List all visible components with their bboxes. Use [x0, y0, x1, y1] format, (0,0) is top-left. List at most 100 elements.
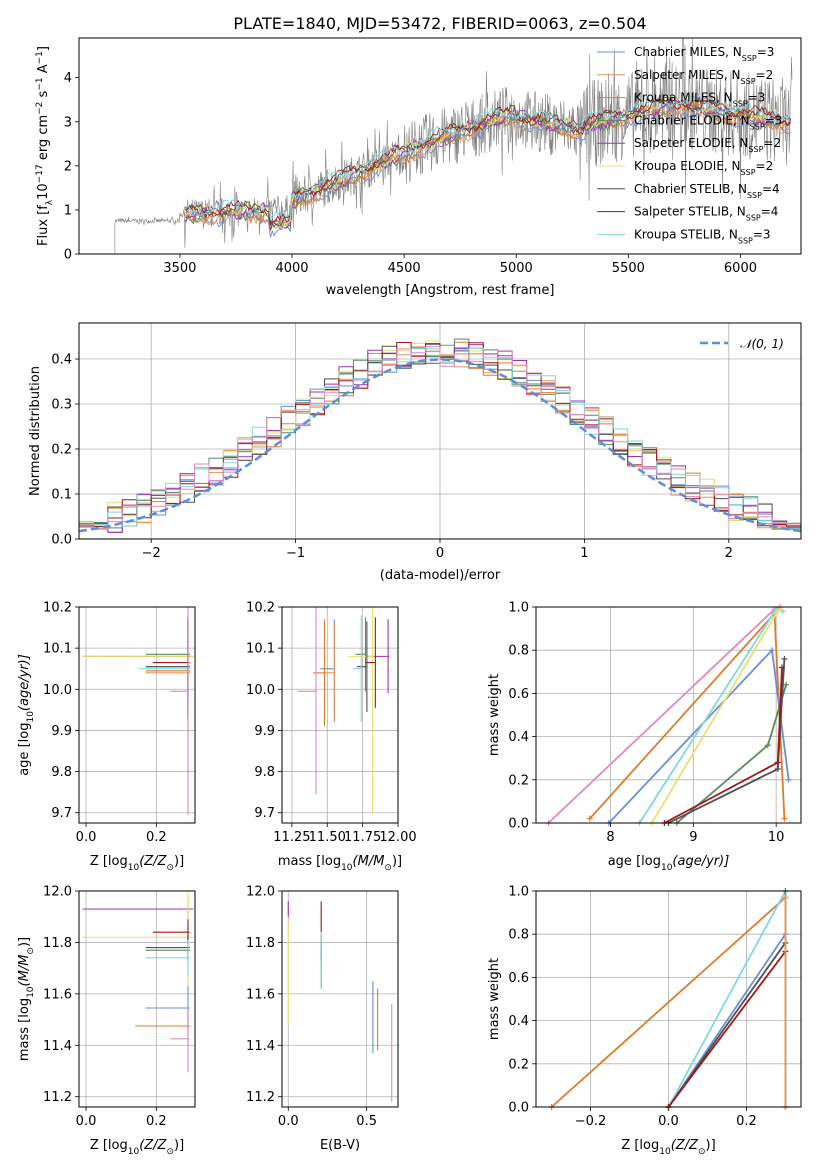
y-tick-label: 4 — [64, 71, 72, 86]
y-tick-label: 9.7 — [254, 806, 275, 821]
x-tick-label: 9 — [689, 830, 697, 845]
axes-frame — [535, 890, 802, 1108]
y-tick-label: 10.1 — [43, 642, 72, 657]
y-tick-label: 12.0 — [246, 885, 275, 900]
weight-vs-age-panel: 8 9 10 0.0 0.2 0.4 0.6 0.8 1.0 age [log10(age/yr)… — [487, 601, 802, 873]
y-tick-label: 0.4 — [508, 1014, 529, 1029]
y-tick-label: 9.9 — [254, 724, 275, 739]
weight-line — [667, 950, 787, 1108]
y-tick-label: 11.4 — [43, 1039, 72, 1054]
y-tick-label: 0.6 — [508, 687, 529, 702]
y-tick-label: 10.0 — [43, 683, 72, 698]
y-tick-label: 9.8 — [254, 765, 275, 780]
x-tick-label: 0.2 — [146, 1114, 167, 1129]
spectrum-panel: 3500 4000 4500 5000 5500 6000 0 1 2 3 4 Chabrier MI… — [35, 37, 802, 298]
y-tick-label: 0.0 — [51, 533, 72, 548]
weight-line — [547, 606, 781, 824]
y-tick-label: 11.8 — [246, 936, 275, 951]
x-tick-label: 4500 — [388, 261, 421, 276]
y-tick-label: 11.8 — [43, 936, 72, 951]
x-tick-label: 5000 — [500, 261, 533, 276]
weight-marker — [774, 759, 781, 766]
x-tick-label: 10 — [768, 830, 785, 845]
weight-marker — [781, 655, 788, 662]
y-tick-label: 1 — [64, 203, 72, 218]
legend-label: 𝒩(0, 1) — [740, 337, 784, 351]
weight-vs-metallicity-panel: −0.2 0.0 0.2 0.0 0.2 0.4 0.6 0.8 1.0 Z [log10(Z/Z… — [487, 885, 802, 1157]
y-tick-label: 0.0 — [508, 1101, 529, 1116]
legend-label: Salpeter STELIB, NSSP=4 — [634, 205, 778, 223]
x-tick-label: 3500 — [163, 261, 196, 276]
x-tick-label: 5500 — [612, 261, 645, 276]
legend-label: Chabrier MILES, NSSP=3 — [634, 45, 774, 63]
y-tick-label: 0.2 — [51, 443, 72, 458]
x-tick-label: 0.0 — [76, 830, 97, 845]
y-tick-label: 0.4 — [508, 730, 529, 745]
model-spectrum-line — [184, 103, 791, 233]
y-axis-label: Flux [fλ10−17 erg cm−2 s−1 A−1] — [35, 46, 55, 246]
x-tick-label: 0.5 — [356, 1114, 377, 1129]
x-tick-label: 0.0 — [658, 1114, 679, 1129]
y-tick-label: 2 — [64, 159, 72, 174]
model-spectrum-line — [184, 95, 791, 230]
legend-label: Salpeter MILES, NSSP=2 — [634, 68, 773, 86]
weight-line — [667, 890, 787, 1108]
x-tick-label: 4000 — [275, 261, 308, 276]
y-tick-label: 9.8 — [51, 765, 72, 780]
x-axis-label: age [log10(age/yr)] — [608, 854, 730, 873]
y-tick-label: 10.1 — [246, 642, 275, 657]
y-axis-label: mass weight — [487, 674, 502, 756]
x-tick-label: 0.0 — [76, 1114, 97, 1129]
model-spectrum-line — [184, 95, 792, 226]
y-tick-label: 3 — [64, 115, 72, 130]
weight-line — [550, 896, 787, 1108]
y-tick-label: 1.0 — [508, 601, 529, 616]
x-tick-label: 2 — [725, 546, 733, 561]
y-tick-label: 11.6 — [246, 987, 275, 1002]
weight-marker — [778, 664, 785, 671]
residual-histogram — [79, 346, 801, 530]
x-tick-label: 12.00 — [379, 830, 416, 845]
x-tick-label: 8 — [606, 830, 614, 845]
mass-vs-metallicity-panel: 0.0 0.2 11.2 11.4 11.6 11.8 12.0 Z [log10(Z/Z⊙)… — [17, 885, 196, 1157]
weight-marker — [781, 815, 788, 822]
axes-frame — [78, 322, 802, 540]
y-tick-label: 9.9 — [51, 724, 72, 739]
x-tick-label: 11.25 — [273, 830, 310, 845]
y-tick-label: 10.2 — [246, 601, 275, 616]
y-tick-label: 0.6 — [508, 971, 529, 986]
x-axis-label: (data-model)/error — [380, 568, 501, 583]
x-axis-label: mass [log10(M/M⊙)] — [278, 854, 402, 873]
residuals-panel: −2 −1 0 1 2 0.0 0.1 0.2 0.3 0.4 𝒩(0, 1) (data-model… — [28, 322, 802, 583]
x-tick-label: 0.0 — [278, 1114, 299, 1129]
weight-line — [651, 608, 781, 824]
y-axis-label: age [log10(age/yr)] — [17, 654, 36, 776]
y-tick-label: 0.4 — [51, 353, 72, 368]
legend-label: Salpeter ELODIE, NSSP=2 — [634, 136, 781, 154]
weight-marker — [785, 776, 792, 783]
y-axis-label: mass weight — [487, 958, 502, 1040]
x-axis-label: E(B-V) — [320, 1138, 360, 1153]
weight-marker — [764, 742, 771, 749]
x-tick-label: 1 — [580, 546, 588, 561]
y-tick-label: 11.4 — [246, 1039, 275, 1054]
x-tick-label: 11.50 — [309, 830, 346, 845]
weight-marker — [782, 894, 789, 901]
y-tick-label: 0.1 — [51, 488, 72, 503]
axes-frame — [281, 606, 399, 824]
x-tick-label: −0.2 — [575, 1114, 607, 1129]
y-tick-label: 11.6 — [43, 987, 72, 1002]
age-vs-metallicity-panel: 0.0 0.2 9.7 9.8 9.9 10.0 10.1 10.2 Z [log10(Z/Z⊙… — [17, 601, 196, 873]
x-axis-label: Z [log10(Z/Z⊙)] — [90, 854, 184, 873]
y-tick-label: 0.2 — [508, 1057, 529, 1072]
weight-marker — [773, 610, 780, 617]
x-axis-label: Z [log10(Z/Z⊙)] — [621, 1138, 715, 1157]
mass-vs-ebv-panel: 0.0 0.5 11.2 11.4 11.6 11.8 12.0 E(B-V) — [246, 885, 399, 1153]
gaussian-curve — [78, 358, 802, 533]
y-axis-label: mass [log10(M/M⊙)] — [17, 937, 36, 1061]
y-tick-label: 10.2 — [43, 601, 72, 616]
y-tick-label: 11.2 — [43, 1090, 72, 1105]
y-axis-label: Normed distribution — [28, 366, 43, 496]
